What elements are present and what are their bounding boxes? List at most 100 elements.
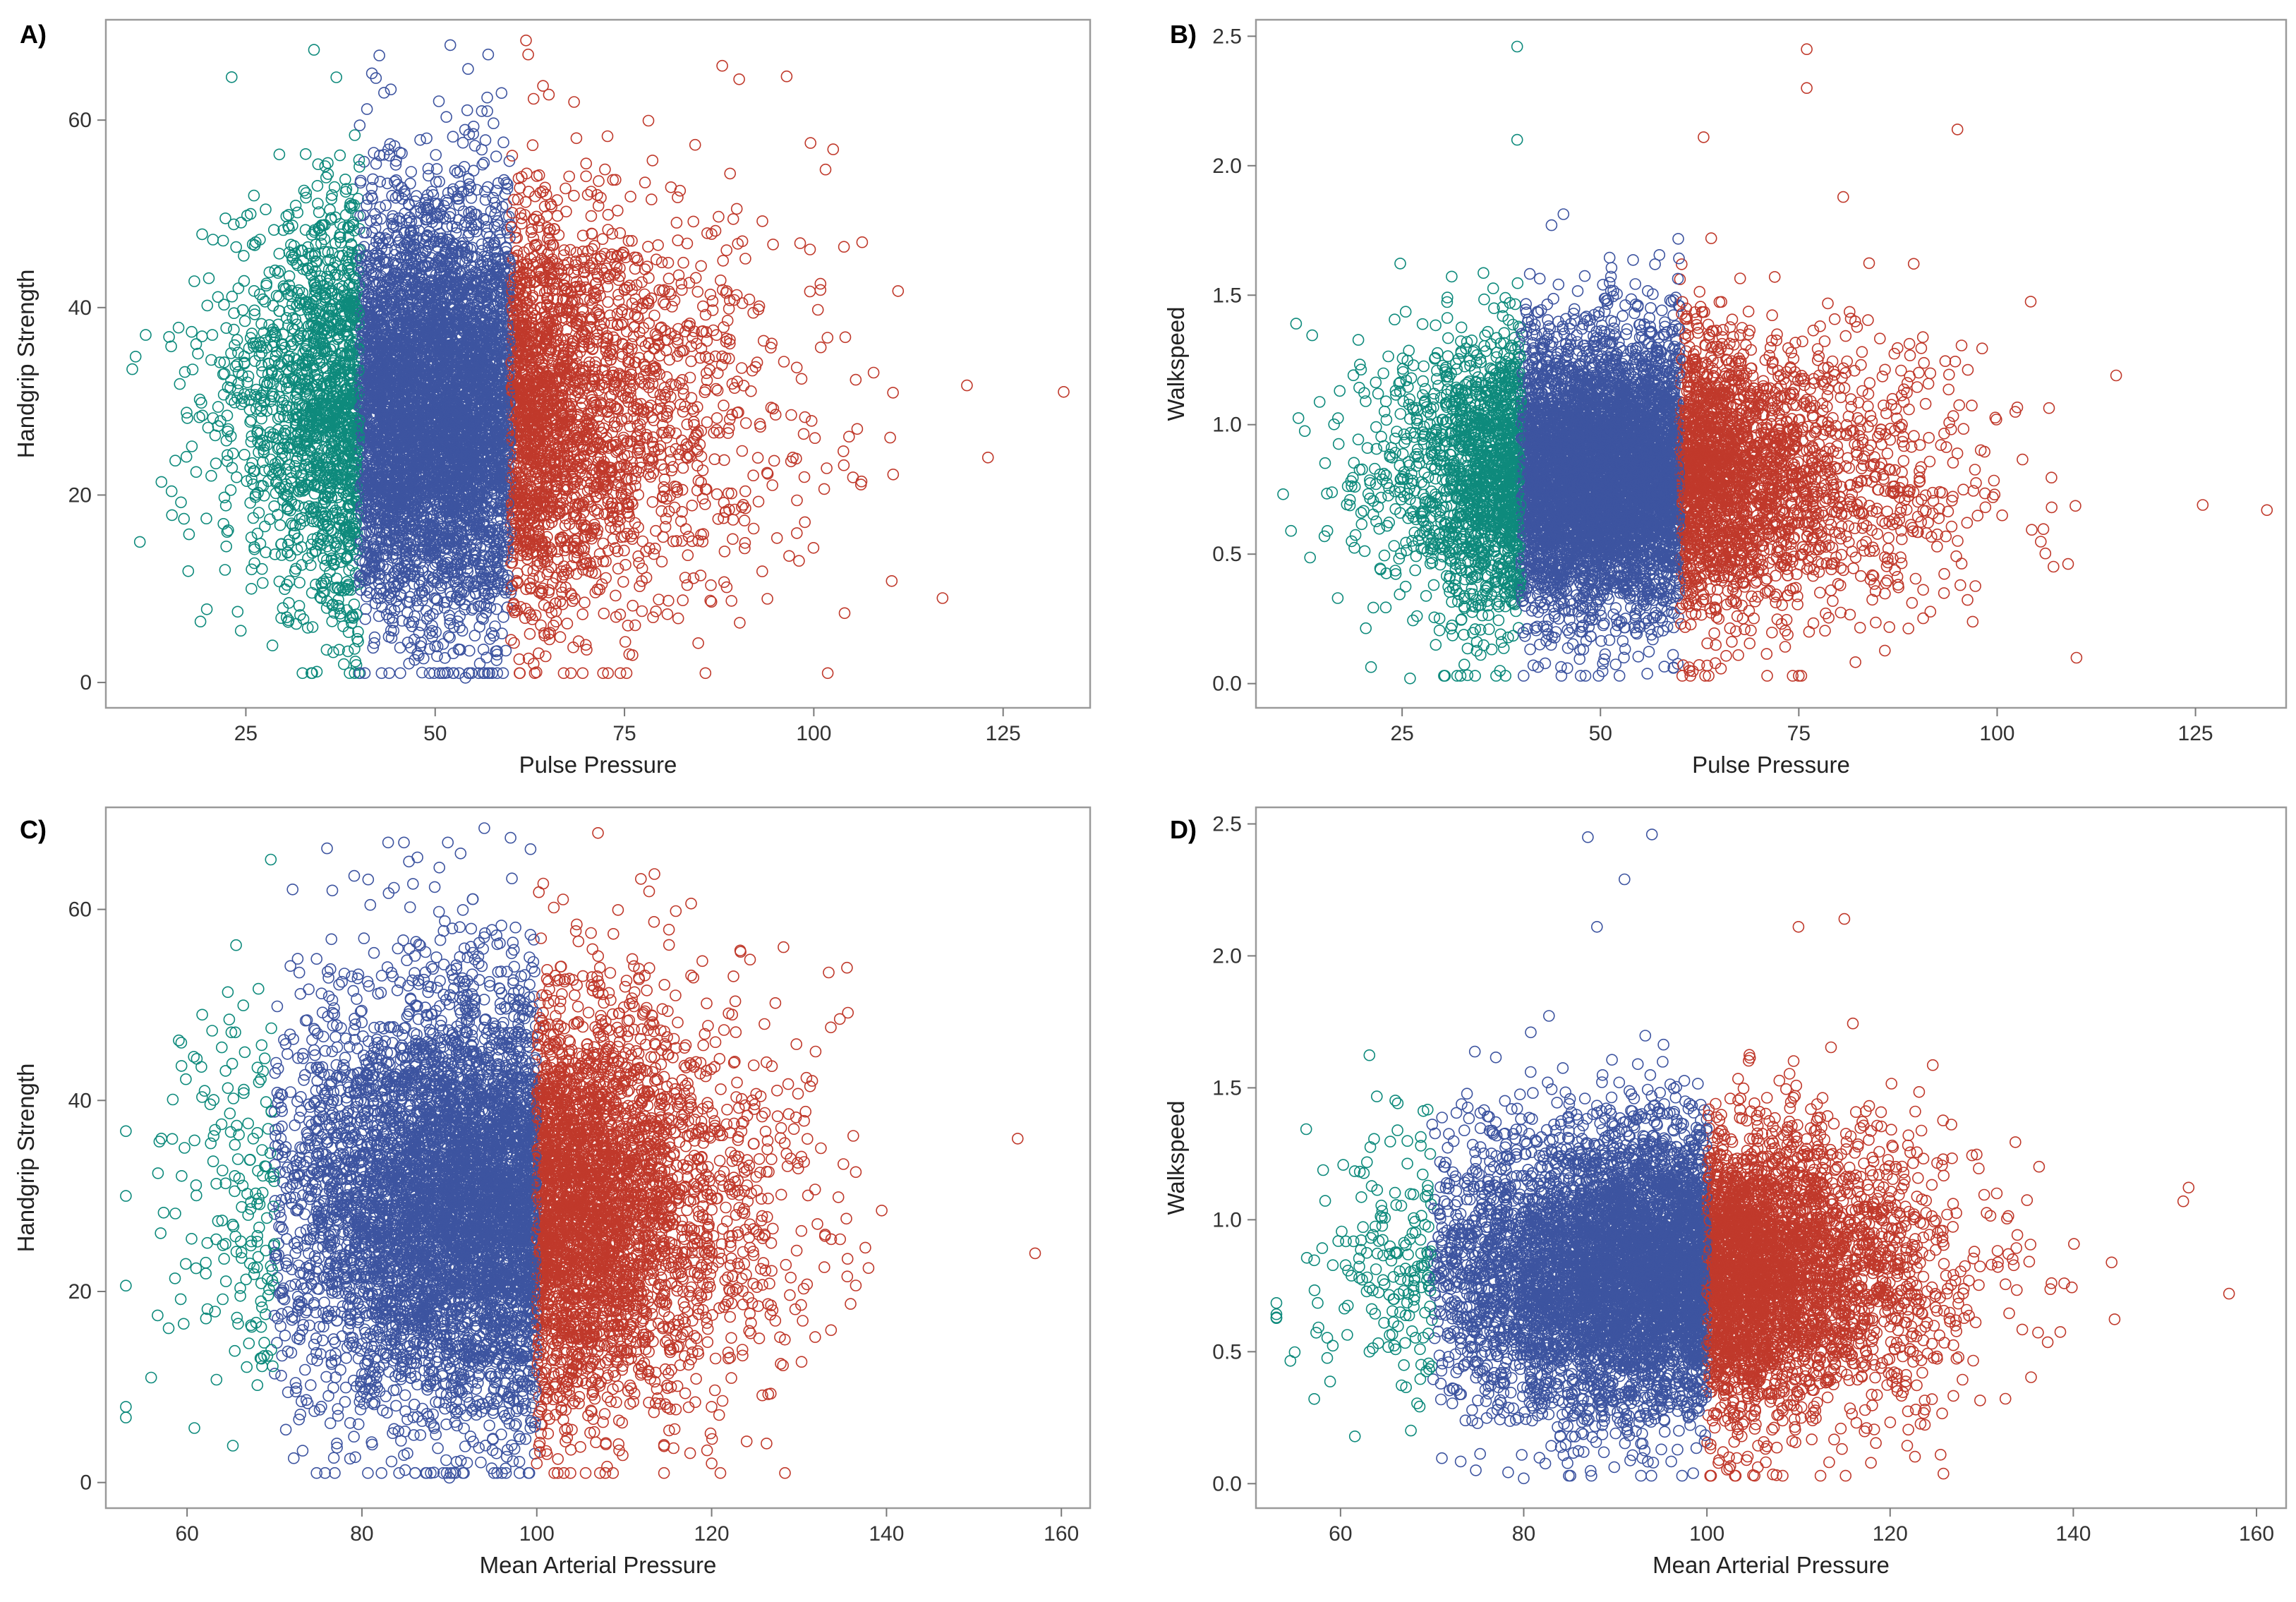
data-point (428, 667, 440, 680)
data-point (560, 182, 572, 195)
data-point (560, 313, 572, 325)
data-point (500, 176, 512, 189)
data-point (724, 167, 736, 180)
data-point (624, 191, 636, 203)
data-point (243, 404, 256, 416)
data-point (838, 607, 851, 620)
data-point (351, 210, 364, 222)
data-point (181, 412, 193, 424)
data-point (330, 504, 342, 517)
data-point (623, 648, 636, 661)
data-point (356, 260, 368, 273)
data-point (410, 205, 423, 217)
data-point (602, 224, 615, 236)
data-point (294, 518, 306, 531)
data-point (389, 159, 402, 171)
data-point (415, 636, 428, 649)
data-point (718, 321, 730, 333)
data-point (576, 667, 589, 680)
data-point (655, 256, 668, 269)
data-point (839, 331, 852, 344)
data-point (515, 212, 528, 224)
data-point (692, 534, 705, 547)
data-point (609, 542, 622, 554)
data-point (663, 285, 675, 298)
panel-label-b: B) (1170, 20, 1197, 49)
data-point (961, 379, 973, 392)
data-point (629, 263, 641, 275)
data-point (326, 303, 339, 315)
data-point (331, 582, 344, 594)
data-point (652, 338, 665, 351)
data-point (580, 157, 593, 169)
data-point (568, 189, 580, 202)
data-point (484, 633, 496, 645)
data-point (655, 555, 668, 568)
data-point (747, 522, 760, 535)
data-point (278, 410, 290, 423)
data-point (165, 340, 177, 353)
data-point (491, 667, 504, 680)
data-point (620, 558, 632, 571)
data-point (570, 132, 583, 145)
data-point (447, 131, 459, 143)
data-point (687, 215, 700, 228)
data-point (405, 166, 418, 178)
data-point (266, 403, 279, 416)
data-point (672, 333, 684, 346)
data-point (284, 549, 296, 562)
data-point (723, 422, 735, 435)
data-point (477, 643, 490, 656)
data-point (695, 260, 707, 272)
data-point (607, 331, 620, 344)
data-point (602, 667, 615, 680)
data-point (610, 589, 622, 602)
data-point (318, 498, 330, 510)
data-point (285, 438, 298, 450)
data-point (799, 516, 811, 529)
data-point (522, 48, 534, 61)
data-point (205, 469, 217, 482)
data-point (711, 384, 724, 397)
data-point (493, 565, 505, 577)
panel-label-c: C) (20, 815, 47, 845)
data-point (589, 586, 602, 598)
data-point (238, 315, 251, 327)
data-point (650, 524, 662, 537)
data-point (186, 325, 198, 338)
data-point (597, 336, 610, 349)
data-point (513, 667, 526, 680)
data-point (593, 175, 605, 187)
data-point (228, 323, 240, 336)
data-point (232, 347, 244, 359)
data-point (539, 650, 552, 663)
data-point (439, 651, 451, 664)
data-point (490, 150, 502, 162)
data-point (230, 471, 243, 483)
data-point (284, 439, 296, 451)
data-point (526, 139, 539, 151)
panel-label-d: D) (1170, 815, 1197, 845)
data-point (600, 572, 612, 584)
data-point (459, 603, 471, 616)
data-point (431, 650, 443, 663)
data-point (462, 63, 474, 75)
data-point (229, 339, 241, 351)
data-point (851, 423, 864, 435)
data-point (727, 514, 739, 526)
data-point (590, 433, 603, 446)
data-point (283, 222, 295, 235)
data-point (701, 227, 713, 239)
data-point (203, 272, 215, 284)
data-point (433, 667, 446, 680)
data-point (280, 611, 293, 624)
data-point (346, 183, 359, 195)
data-point (641, 260, 653, 273)
data-point (805, 415, 818, 427)
data-point (655, 321, 667, 334)
data-point (155, 476, 168, 488)
data-point (605, 317, 617, 330)
data-point (657, 531, 670, 543)
data-point (442, 630, 455, 642)
data-point (533, 571, 545, 583)
